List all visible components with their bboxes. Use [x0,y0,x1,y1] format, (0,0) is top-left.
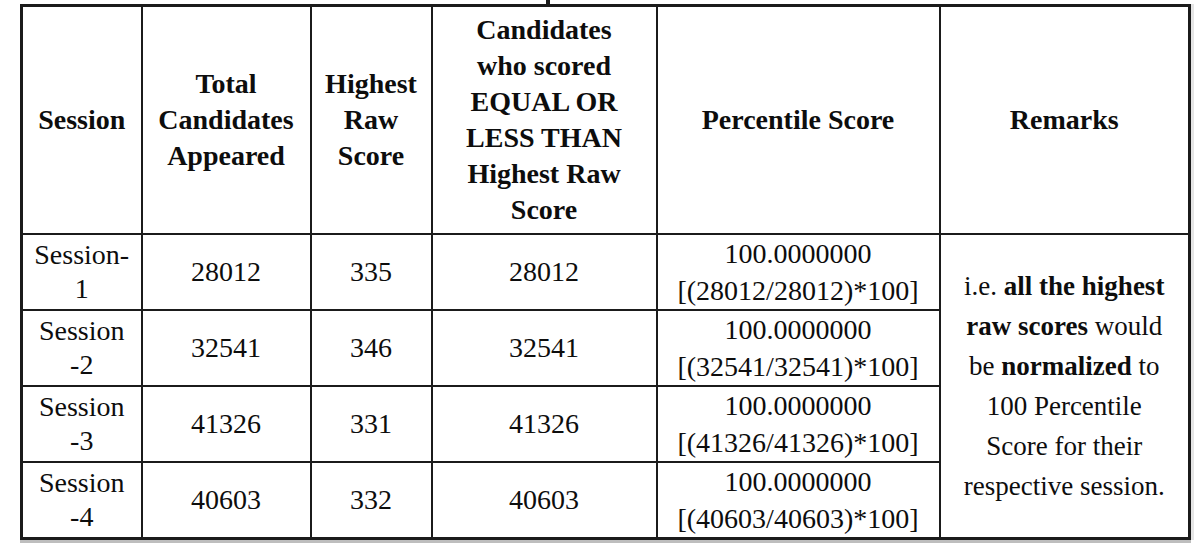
header-candidates-equal-or-less: Candidates who scored EQUAL OR LESS THAN… [432,6,657,235]
session-2-highest-raw-score: 346 [311,310,432,386]
header-highest-raw-score: Highest Raw Score [311,6,432,235]
session-3-highest-raw-score: 331 [311,386,432,462]
session-1-candidates-equal-or-less: 28012 [432,234,657,310]
percentile-score-table: Session Total Candidates Appeared Highes… [20,4,1191,540]
session-4-percentile-score: 100.0000000 [(40603/40603)*100] [657,462,940,539]
header-percentile-score: Percentile Score [657,6,940,235]
session-4-label-cell: Session -4 [22,462,142,539]
remarks-line-6: respective session. [942,466,1188,506]
header-remarks: Remarks [940,6,1190,235]
remarks-note-cell: i.e. all the highest raw scores would be… [940,234,1190,539]
header-row: Session Total Candidates Appeared Highes… [22,6,1190,235]
session-1-label-cell: Session- 1 [22,234,142,310]
session-1-highest-raw-score: 335 [311,234,432,310]
session-1-percentile-score: 100.0000000 [(28012/28012)*100] [657,234,940,310]
remarks-line-2: raw scores would [942,306,1188,346]
header-session-label: Session [25,102,139,138]
session-2-candidates-equal-or-less: 32541 [432,310,657,386]
table-row-session-1: Session- 1 28012 335 28012 100.0000000 [… [22,234,1190,310]
remarks-line-4: 100 Percentile [942,386,1188,426]
header-total-candidates: Total Candidates Appeared [142,6,311,235]
session-4-highest-raw-score: 332 [311,462,432,539]
session-1-total-candidates: 28012 [142,234,311,310]
session-2-total-candidates: 32541 [142,310,311,386]
session-2-percentile-score: 100.0000000 [(32541/32541)*100] [657,310,940,386]
session-4-total-candidates: 40603 [142,462,311,539]
document-page: Session Total Candidates Appeared Highes… [0,0,1200,544]
session-3-percentile-score: 100.0000000 [(41326/41326)*100] [657,386,940,462]
session-3-total-candidates: 41326 [142,386,311,462]
header-session: Session [22,6,142,235]
session-3-label-cell: Session -3 [22,386,142,462]
remarks-line-5: Score for their [942,426,1188,466]
session-2-label-cell: Session -2 [22,310,142,386]
session-3-candidates-equal-or-less: 41326 [432,386,657,462]
session-4-candidates-equal-or-less: 40603 [432,462,657,539]
remarks-line-3: be normalized to [942,346,1188,386]
remarks-line-1: i.e. all the highest [942,266,1188,306]
